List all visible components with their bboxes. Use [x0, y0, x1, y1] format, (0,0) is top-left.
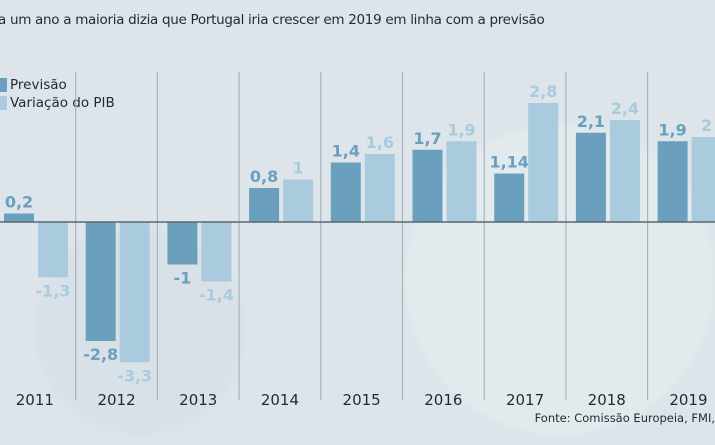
bar-variacao [38, 222, 68, 278]
data-label: 0,2 [5, 193, 33, 212]
x-tick-label: 2013 [179, 391, 217, 409]
bar-variacao [201, 222, 232, 282]
legend: Previsão Variação do PIB [0, 76, 115, 112]
x-tick-label: 2016 [424, 391, 462, 409]
bar-variacao [283, 179, 314, 222]
bar-previsao [85, 222, 116, 341]
bar-previsao [330, 162, 361, 222]
bar-variacao [446, 141, 477, 222]
data-label: 1,9 [447, 120, 475, 139]
data-label: -3,3 [117, 366, 152, 385]
x-tick-label: 2012 [97, 391, 135, 409]
x-tick-label: 2015 [343, 391, 381, 409]
data-label: 2 [701, 116, 712, 135]
bar-previsao [412, 149, 443, 222]
legend-item-variacao: Variação do PIB [0, 94, 115, 112]
x-tick-label: 2019 [669, 391, 707, 409]
x-tick-label: 2018 [588, 391, 626, 409]
bar-variacao [528, 103, 559, 222]
data-label: -1 [174, 269, 192, 288]
data-label: 1,9 [658, 120, 686, 139]
data-label: 1,7 [413, 129, 441, 148]
x-tick-label: 2014 [261, 391, 299, 409]
chart-title: a um ano a maioria dizia que Portugal ir… [0, 12, 545, 28]
bar-previsao [167, 222, 198, 265]
data-label: 0,8 [250, 167, 278, 186]
data-label: 1,6 [366, 133, 394, 152]
bar-previsao [494, 173, 525, 222]
data-label: 2,8 [529, 82, 557, 101]
data-label: 2,1 [577, 112, 605, 131]
x-tick-label: 2011 [16, 391, 54, 409]
bar-previsao [575, 132, 606, 222]
data-label: 1,14 [489, 153, 528, 172]
data-label: -2,8 [83, 345, 118, 364]
bar-variacao [609, 120, 640, 222]
bar-variacao [364, 154, 395, 222]
legend-label: Previsão [10, 77, 67, 93]
bar-previsao [249, 188, 280, 222]
legend-item-previsao: Previsão [0, 76, 115, 94]
data-label: -1,3 [36, 281, 71, 300]
legend-label: Variação do PIB [10, 95, 115, 111]
source-note: Fonte: Comissão Europeia, FMI, [534, 411, 715, 425]
x-tick-label: 2017 [506, 391, 544, 409]
data-label: -1,4 [199, 286, 234, 305]
data-label: 2,4 [611, 99, 639, 118]
bar-variacao [119, 222, 150, 363]
bar-previsao [4, 213, 34, 222]
data-label: 1,4 [332, 142, 360, 161]
bar-previsao [657, 141, 688, 222]
legend-swatch [0, 78, 7, 92]
data-label: 1 [293, 159, 304, 178]
bar-variacao [691, 137, 715, 222]
legend-swatch [0, 96, 7, 110]
